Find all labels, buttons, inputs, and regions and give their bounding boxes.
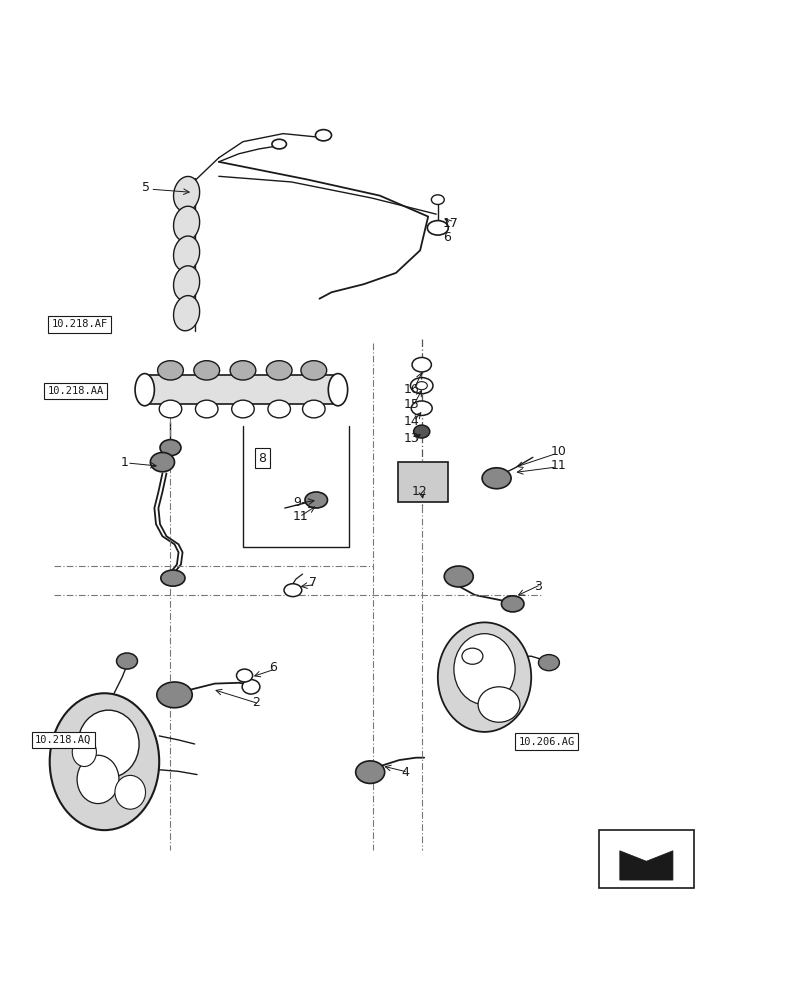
Ellipse shape — [305, 492, 327, 508]
Ellipse shape — [315, 130, 331, 141]
Ellipse shape — [267, 361, 292, 380]
Text: 10.206.AG: 10.206.AG — [519, 737, 574, 747]
Ellipse shape — [150, 452, 175, 472]
Text: 11: 11 — [550, 459, 566, 472]
Ellipse shape — [538, 655, 559, 671]
Ellipse shape — [157, 682, 192, 708]
Ellipse shape — [242, 680, 260, 694]
Ellipse shape — [412, 357, 431, 372]
Ellipse shape — [161, 570, 185, 586]
Ellipse shape — [50, 693, 159, 830]
Text: 6: 6 — [443, 231, 451, 244]
Ellipse shape — [78, 710, 139, 778]
Bar — [145, 375, 338, 404]
Bar — [398, 462, 448, 502]
Text: 2: 2 — [253, 696, 260, 709]
Text: 3: 3 — [534, 580, 542, 593]
Ellipse shape — [482, 468, 511, 489]
Ellipse shape — [301, 361, 326, 380]
Ellipse shape — [302, 400, 325, 418]
Ellipse shape — [72, 738, 96, 767]
Text: 8: 8 — [259, 452, 267, 465]
Ellipse shape — [411, 401, 432, 415]
Text: 6: 6 — [269, 661, 276, 674]
Ellipse shape — [462, 648, 483, 664]
Ellipse shape — [230, 361, 256, 380]
Text: 10.218.AQ: 10.218.AQ — [36, 735, 91, 745]
Ellipse shape — [174, 176, 200, 212]
Ellipse shape — [116, 653, 137, 669]
Text: 14: 14 — [404, 415, 419, 428]
Ellipse shape — [135, 374, 154, 406]
Ellipse shape — [427, 221, 448, 235]
Ellipse shape — [194, 361, 220, 380]
Polygon shape — [620, 851, 673, 880]
Text: 10.218.AA: 10.218.AA — [48, 386, 103, 396]
Ellipse shape — [438, 622, 531, 732]
Ellipse shape — [268, 400, 290, 418]
Text: 17: 17 — [443, 217, 458, 230]
Ellipse shape — [356, 761, 385, 783]
Ellipse shape — [160, 440, 181, 456]
Ellipse shape — [444, 566, 473, 587]
Ellipse shape — [454, 634, 516, 705]
Text: 10: 10 — [550, 445, 566, 458]
Text: 16: 16 — [404, 383, 419, 396]
Ellipse shape — [158, 361, 183, 380]
Text: 9: 9 — [292, 496, 301, 509]
Ellipse shape — [431, 195, 444, 204]
Text: 5: 5 — [142, 181, 150, 194]
Ellipse shape — [196, 400, 218, 418]
Text: 7: 7 — [309, 576, 317, 589]
Ellipse shape — [77, 755, 119, 804]
Ellipse shape — [174, 296, 200, 331]
Ellipse shape — [272, 139, 287, 149]
Bar — [599, 830, 694, 888]
Text: 12: 12 — [412, 485, 427, 498]
Ellipse shape — [478, 687, 520, 722]
Ellipse shape — [174, 236, 200, 271]
Ellipse shape — [284, 584, 301, 597]
Ellipse shape — [115, 775, 145, 809]
Ellipse shape — [232, 400, 255, 418]
Ellipse shape — [414, 425, 430, 438]
Text: 11: 11 — [292, 510, 309, 523]
Ellipse shape — [328, 374, 347, 406]
Ellipse shape — [174, 266, 200, 301]
Text: 10.218.AF: 10.218.AF — [52, 319, 107, 329]
Text: 4: 4 — [402, 766, 410, 779]
Text: 15: 15 — [404, 398, 420, 411]
Text: 1: 1 — [120, 456, 128, 469]
Ellipse shape — [237, 669, 253, 682]
Ellipse shape — [174, 206, 200, 241]
Ellipse shape — [159, 400, 182, 418]
Ellipse shape — [410, 378, 433, 394]
Text: 13: 13 — [404, 432, 419, 445]
Ellipse shape — [502, 596, 524, 612]
Ellipse shape — [416, 382, 427, 390]
